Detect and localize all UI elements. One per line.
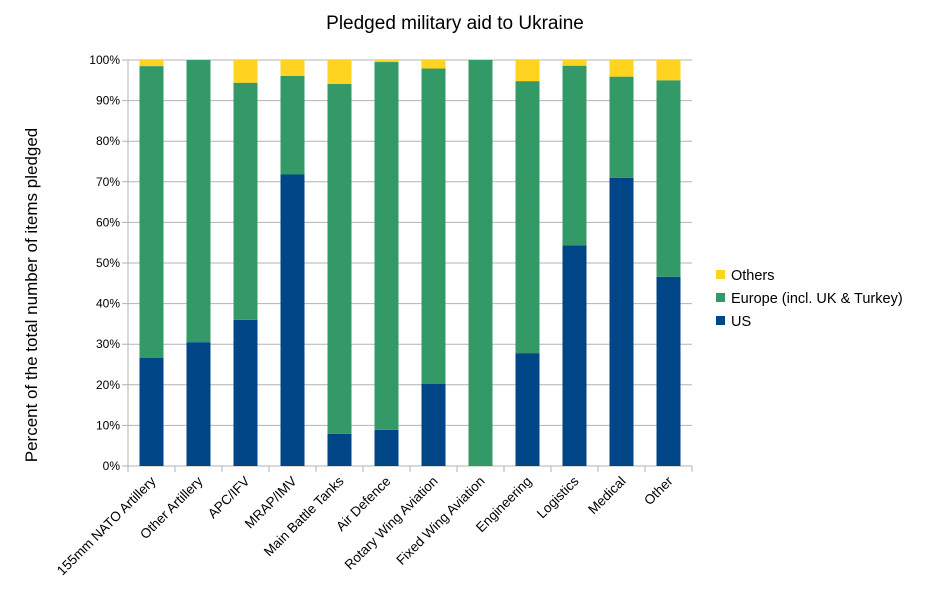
bar-segment-others [421, 60, 446, 69]
bar-segment-europe-incl-uk-turkey- [515, 81, 540, 354]
bar-segment-us [656, 276, 681, 466]
y-tick-label: 90% [96, 94, 120, 108]
bar-segment-us [280, 174, 305, 466]
bar-segment-others [327, 60, 352, 84]
bar-segment-europe-incl-uk-turkey- [468, 60, 493, 466]
bar-segment-europe-incl-uk-turkey- [280, 75, 305, 175]
legend-label: Europe (incl. UK & Turkey) [731, 291, 903, 307]
legend-label: US [731, 314, 751, 330]
bar-segment-europe-incl-uk-turkey- [139, 66, 164, 359]
bar-segment-europe-incl-uk-turkey- [562, 65, 587, 246]
y-tick-label: 50% [96, 256, 120, 270]
bar-segment-europe-incl-uk-turkey- [186, 60, 211, 343]
bar-segment-us [609, 177, 634, 467]
bar-segment-us [374, 429, 399, 466]
bar-segment-us [233, 319, 258, 466]
bar-segment-europe-incl-uk-turkey- [609, 76, 634, 178]
bar-segment-europe-incl-uk-turkey- [327, 83, 352, 434]
bar-segment-others [280, 60, 305, 76]
y-tick-label: 20% [96, 378, 120, 392]
x-tick-label: Other [641, 473, 676, 508]
legend-swatch [716, 270, 725, 279]
bar-segment-others [562, 60, 587, 66]
x-tick-label: APC/IFV [205, 474, 253, 522]
y-axis-label: Percent of the total number of items ple… [22, 128, 41, 463]
legend-swatch [716, 293, 725, 302]
x-tick-label: Fixed Wing Aviation [393, 474, 487, 568]
x-tick-label: Main Battle Tanks [261, 473, 347, 559]
bar-segment-europe-incl-uk-turkey- [233, 82, 258, 320]
bar-segment-us [421, 383, 446, 466]
bar-segment-us [327, 433, 352, 466]
x-tick-label: Logistics [534, 473, 582, 521]
bar-segment-others [374, 60, 399, 63]
y-tick-label: 60% [96, 215, 120, 229]
y-tick-label: 30% [96, 337, 120, 351]
bar-segment-others [656, 60, 681, 81]
legend-label: Others [731, 268, 775, 284]
x-tick-label: Medical [585, 474, 629, 518]
bar-segment-others [609, 60, 634, 77]
bar-segment-others [515, 60, 540, 82]
bar-segment-others [233, 60, 258, 83]
legend-swatch [716, 316, 725, 325]
bar-segment-europe-incl-uk-turkey- [374, 62, 399, 430]
y-tick-label: 100% [89, 53, 120, 67]
y-tick-label: 10% [96, 418, 120, 432]
bar-segment-us [186, 342, 211, 466]
chart-title: Pledged military aid to Ukraine [326, 13, 584, 34]
bar-segment-europe-incl-uk-turkey- [656, 80, 681, 277]
y-tick-label: 0% [103, 459, 121, 473]
y-tick-label: 80% [96, 134, 120, 148]
bar-segment-us [515, 353, 540, 466]
bar-segment-us [139, 358, 164, 466]
y-tick-label: 70% [96, 175, 120, 189]
y-tick-label: 40% [96, 297, 120, 311]
x-tick-label: Rotary Wing Aviation [342, 474, 441, 573]
bar-segment-us [562, 245, 587, 466]
bar-segment-others [139, 60, 164, 67]
bar-segment-europe-incl-uk-turkey- [421, 68, 446, 384]
